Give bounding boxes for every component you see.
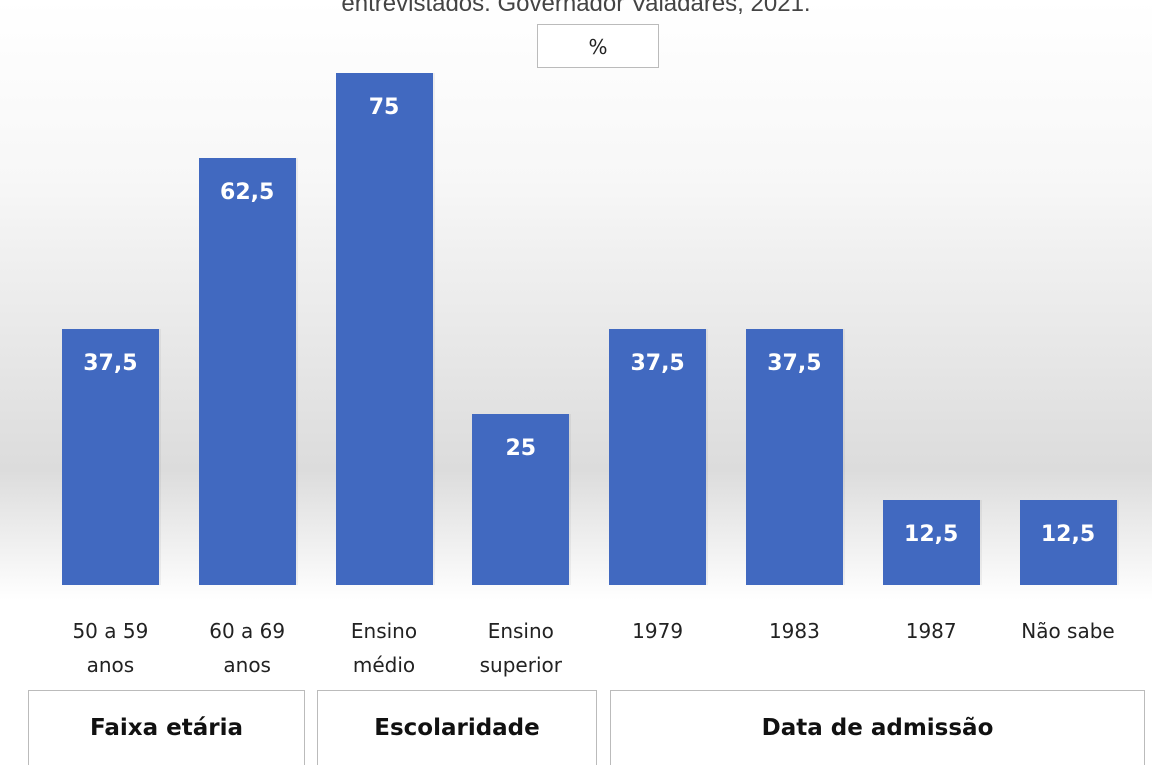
data-label: 25 [505, 436, 537, 462]
group-label: Data de admissão [610, 690, 1145, 765]
x-tick-label: Ensino superior [479, 619, 562, 677]
group-label: Faixa etária [28, 690, 305, 765]
data-label: 62,5 [220, 180, 275, 206]
bar [745, 329, 843, 585]
x-tick-label: 1979 [632, 619, 684, 643]
data-label: 37,5 [767, 351, 822, 376]
bar [882, 499, 980, 585]
unit-label: % [537, 24, 659, 68]
data-label: 12,5 [1040, 521, 1096, 547]
chart-title: entrevistados. Governador Valadares, 202… [341, 0, 811, 17]
x-tick-label: 50 a 59 anos [72, 619, 149, 677]
data-label: 75 [368, 95, 400, 120]
data-label: 37,5 [630, 351, 685, 376]
x-tick-label: Ensino médio [350, 619, 418, 677]
bar [609, 329, 707, 585]
bar [198, 158, 296, 585]
x-tick-label: Não sabe [1021, 619, 1115, 643]
group-label: Escolaridade [317, 690, 597, 765]
bar [61, 329, 159, 585]
data-label: 12,5 [904, 521, 959, 547]
bar [335, 73, 433, 585]
x-tick-label: 1987 [905, 619, 957, 643]
bar [1019, 499, 1117, 585]
x-tick-label: 1983 [768, 619, 820, 643]
data-label: 37,5 [83, 351, 138, 376]
x-tick-label: 60 a 69 anos [209, 619, 286, 677]
bar [472, 414, 570, 585]
